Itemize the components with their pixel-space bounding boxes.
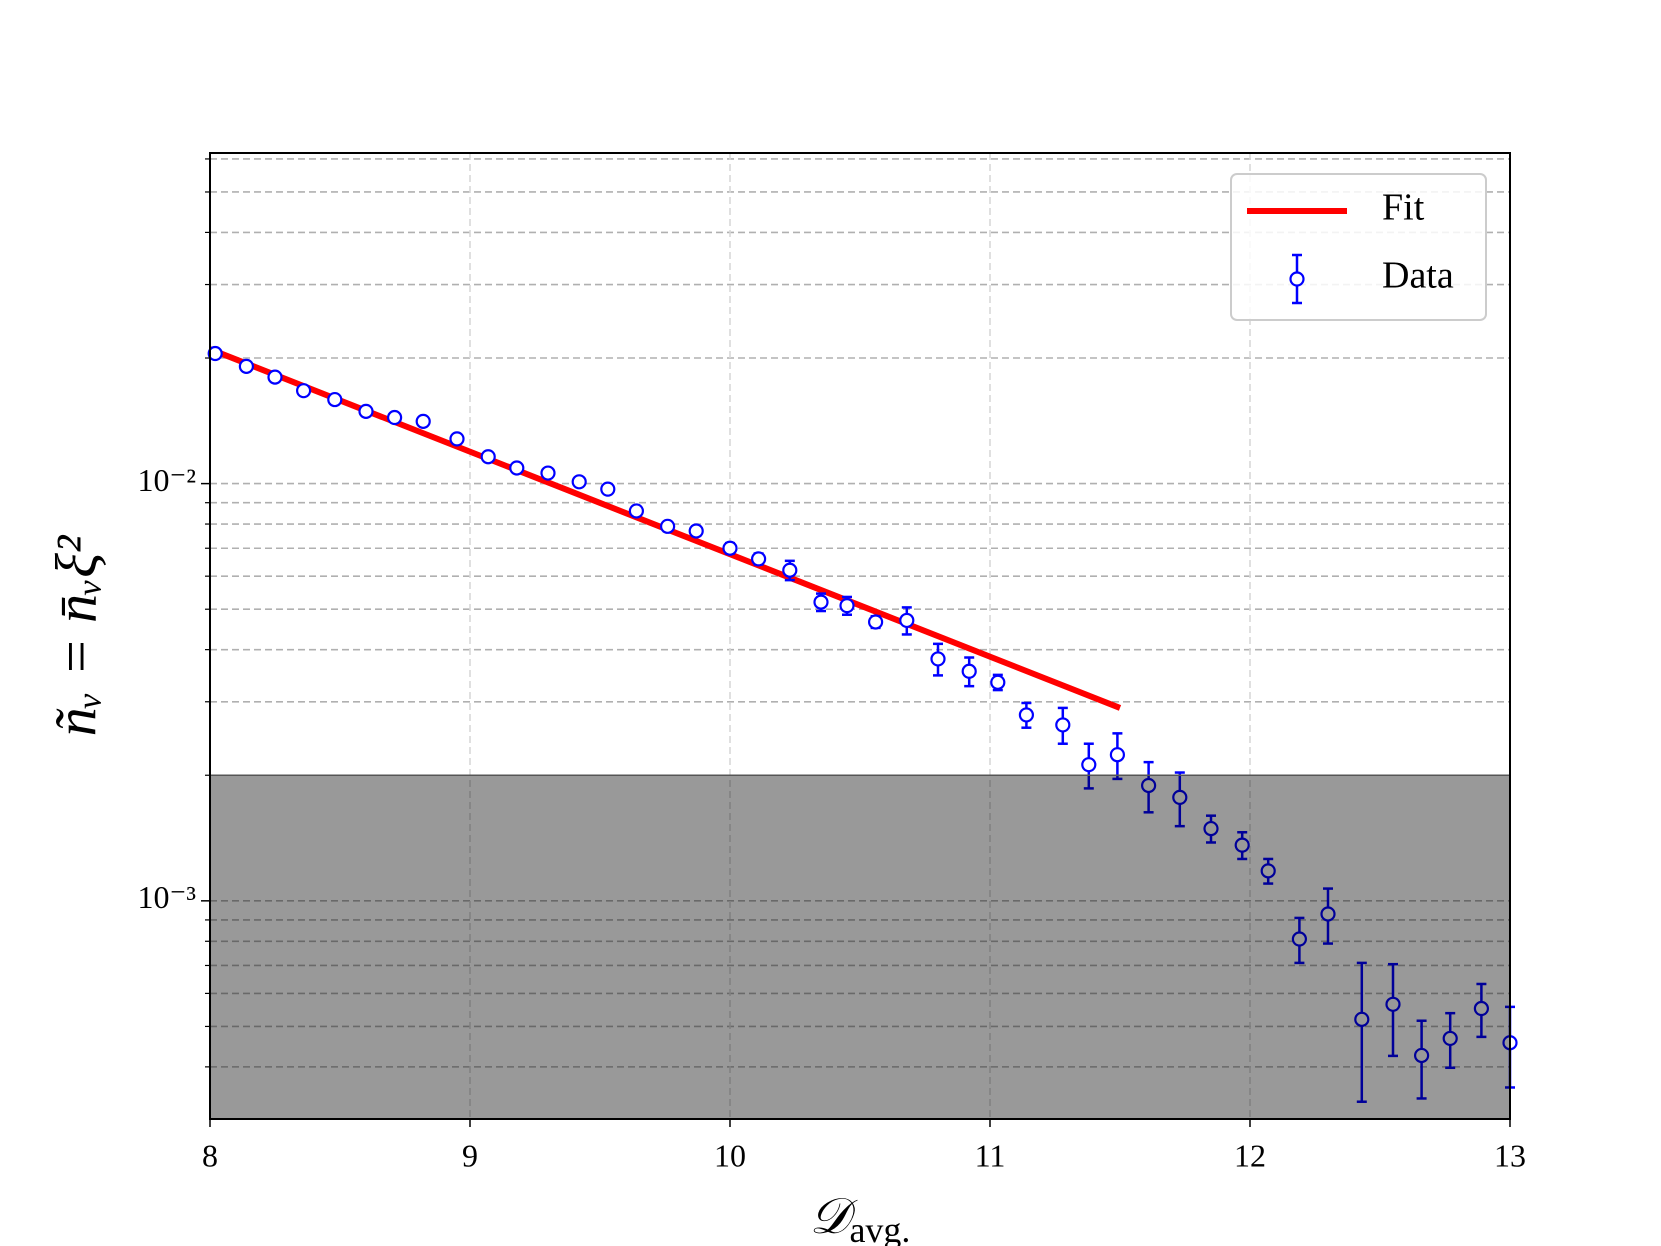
x-tick-label: 9 <box>462 1137 478 1173</box>
data-point <box>1081 757 1097 773</box>
legend-swatch <box>1289 271 1305 287</box>
data-point <box>930 651 946 667</box>
data-point <box>415 413 431 429</box>
x-tick-label: 12 <box>1234 1137 1266 1173</box>
y-tick-label: 10⁻² <box>138 462 196 498</box>
legend-label: Data <box>1382 255 1454 297</box>
data-point <box>899 612 915 629</box>
data-point <box>688 523 704 539</box>
data-point <box>1413 1047 1430 1064</box>
legend-label: Fit <box>1382 187 1425 229</box>
data-point <box>387 409 403 426</box>
x-tick-label: 13 <box>1494 1137 1526 1173</box>
data-point <box>238 358 254 374</box>
data-point <box>1172 789 1188 805</box>
data-point <box>813 594 829 610</box>
data-point <box>1320 906 1336 922</box>
data-point <box>1203 820 1219 837</box>
data-point <box>327 391 343 408</box>
data-point <box>1354 1011 1370 1027</box>
x-label-sub: avg. <box>849 1210 910 1246</box>
data-point <box>1109 747 1126 763</box>
y-axis-label: ñᵥ = n̄ᵥξ² <box>43 534 108 736</box>
x-tick-label: 8 <box>202 1137 218 1173</box>
data-point <box>1140 777 1157 794</box>
x-tick-label: 10 <box>714 1137 746 1173</box>
data-point <box>867 614 884 630</box>
data-point <box>990 674 1006 690</box>
shaded-band <box>210 775 1510 1119</box>
x-tick-label: 11 <box>975 1137 1006 1173</box>
data-point <box>1018 707 1035 723</box>
plot-frame <box>209 152 1511 1120</box>
data-point <box>750 551 767 567</box>
legend-box <box>1230 173 1487 321</box>
data-point <box>358 403 374 419</box>
data-point <box>628 503 645 519</box>
data-point <box>1055 717 1071 733</box>
data-point <box>267 369 283 385</box>
data-point <box>1260 863 1276 879</box>
x-axis-label: 𝒟avg. <box>810 1188 911 1246</box>
data-point <box>1385 996 1401 1012</box>
data-point <box>509 460 525 476</box>
data-point <box>1291 931 1308 947</box>
data-point <box>722 540 738 556</box>
data-point <box>839 598 855 614</box>
data-point <box>1473 1000 1490 1017</box>
data-point <box>659 518 676 534</box>
data-point <box>961 663 977 679</box>
data-point <box>449 431 465 447</box>
data-point <box>1234 837 1250 853</box>
data-point <box>571 474 587 490</box>
data-point <box>296 383 312 399</box>
data-point <box>600 481 616 497</box>
data-point <box>782 562 798 578</box>
data-point <box>540 465 556 481</box>
data-point <box>1442 1030 1458 1047</box>
data-point <box>480 449 496 465</box>
data-point <box>207 345 223 362</box>
y-tick-label: 10⁻³ <box>138 879 196 915</box>
